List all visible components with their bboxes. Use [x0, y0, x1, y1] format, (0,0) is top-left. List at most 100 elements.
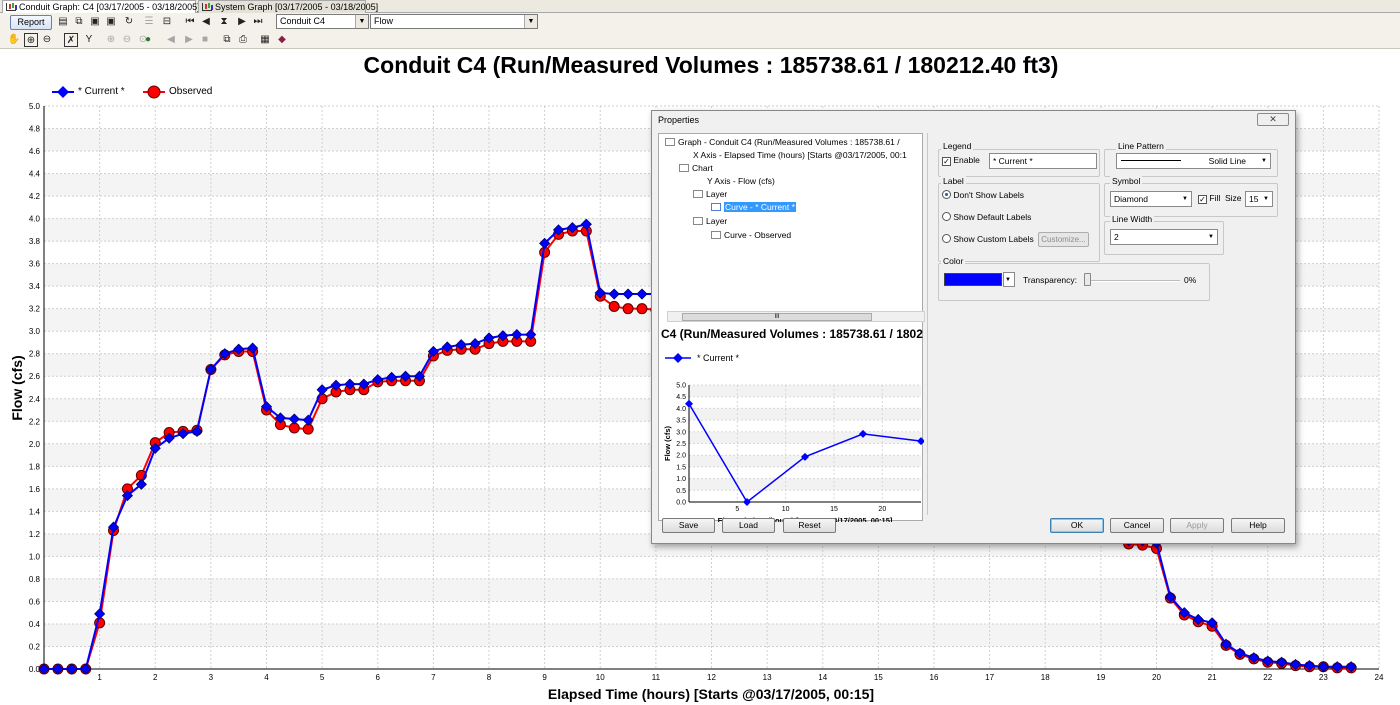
preview-legend-label: * Current * — [697, 353, 740, 363]
save-icon[interactable]: ▣ — [90, 16, 100, 27]
zoom-in-dim-icon[interactable]: ⊕ — [106, 34, 116, 45]
current-point — [1276, 656, 1288, 668]
x-tick-label: 9 — [542, 673, 547, 682]
tree-item-graph[interactable]: Graph - Conduit C4 (Run/Measured Volumes… — [665, 137, 900, 148]
globe-icon[interactable]: ● — [144, 34, 152, 45]
preview-point — [685, 399, 693, 408]
tree-scrollbar[interactable]: III — [667, 311, 925, 322]
current-point — [94, 608, 106, 620]
cancel-button[interactable]: Cancel — [1110, 518, 1164, 533]
back-icon[interactable]: ◀ — [167, 34, 175, 45]
symbol-select[interactable]: Diamond ▼ — [1110, 191, 1192, 207]
forward-icon[interactable]: ▶ — [185, 34, 193, 45]
refresh-icon[interactable]: ↻ — [124, 16, 134, 27]
scale-icon[interactable]: ✗ — [64, 33, 78, 47]
current-point — [622, 288, 634, 300]
tab-label: Conduit Graph: C4 [03/17/2005 - 03/18/20… — [19, 2, 200, 12]
layout-icon[interactable]: ▤ — [58, 16, 68, 27]
tab-conduit-graph[interactable]: Conduit Graph: C4 [03/17/2005 - 03/18/20… — [2, 0, 200, 13]
current-point — [594, 287, 606, 299]
reset-button[interactable]: Reset — [783, 518, 836, 533]
radio-dont-show-labels[interactable]: Don't Show Labels — [942, 190, 1024, 200]
table-icon[interactable]: ☰ — [144, 16, 154, 27]
close-icon: ✕ — [1269, 114, 1277, 124]
fill-checkbox[interactable]: ✓ Fill — [1198, 193, 1221, 204]
y-tick-label: 3.8 — [29, 237, 41, 246]
copy-chart-icon[interactable]: ⧉ — [75, 16, 83, 27]
transparency-slider-thumb[interactable] — [1084, 273, 1091, 286]
radio-show-default-labels[interactable]: Show Default Labels — [942, 212, 1031, 222]
hourglass-icon[interactable]: ⧗ — [220, 16, 228, 27]
customize-button[interactable]: Customize... — [1038, 232, 1089, 247]
preview-y-tick-label: 1.5 — [676, 464, 686, 471]
axis-icon[interactable]: Y — [85, 34, 93, 45]
current-point — [219, 348, 231, 360]
size-select[interactable]: 15 ▼ — [1245, 191, 1273, 207]
line-pattern-select[interactable]: Solid Line ▼ — [1116, 153, 1271, 169]
chart-title: Conduit C4 (Run/Measured Volumes : 18573… — [363, 52, 1059, 78]
help-button[interactable]: Help — [1231, 518, 1285, 533]
tree-item-y-axis[interactable]: Y Axis - Flow (cfs) — [707, 176, 775, 186]
symbol-group — [1104, 183, 1278, 217]
report-button[interactable]: Report — [10, 15, 52, 30]
copy-icon[interactable]: ⧉ — [223, 34, 231, 45]
prev-icon[interactable]: ◀ — [202, 16, 210, 27]
close-button[interactable]: ✕ — [1257, 113, 1289, 126]
current-point — [163, 432, 175, 444]
current-point — [358, 378, 370, 390]
tree-item-layer[interactable]: Layer — [693, 216, 727, 227]
color-dropdown[interactable]: ▼ — [1003, 272, 1015, 287]
last-icon[interactable]: ⏭ — [253, 16, 263, 27]
zoom-out-dim-icon[interactable]: ⊖ — [122, 34, 132, 45]
properties-panel: Legend ✓ Enable * Current * Label Don't … — [927, 133, 1289, 515]
transparency-slider-track — [1084, 280, 1180, 282]
dialog-title: Properties — [658, 115, 700, 125]
variable-select[interactable]: Flow ▼ — [370, 14, 538, 29]
ok-button[interactable]: OK — [1050, 518, 1104, 533]
tree-item-curve-current[interactable]: Curve - * Current * — [711, 202, 796, 213]
tree-item-chart[interactable]: Chart — [679, 163, 713, 174]
radio-icon — [942, 234, 951, 243]
next-icon[interactable]: ▶ — [238, 16, 246, 27]
color-swatch[interactable] — [944, 273, 1002, 286]
current-point — [233, 343, 245, 355]
current-point — [566, 222, 579, 234]
zoom-in-icon[interactable]: ⊕ — [24, 33, 38, 47]
zoom-extents-icon[interactable]: ⊙ — [138, 34, 148, 45]
tree-item-layer[interactable]: Layer — [693, 189, 727, 200]
pan-icon[interactable]: ✋ — [7, 34, 21, 45]
graph-icon — [6, 3, 16, 11]
x-tick-label: 14 — [818, 673, 827, 682]
scrollbar-thumb[interactable]: III — [682, 313, 872, 321]
current-point — [302, 414, 314, 426]
y-tick-label: 3.0 — [29, 327, 41, 336]
x-axis-title: Elapsed Time (hours) [Starts @03/17/2005… — [547, 686, 875, 702]
tree-item-x-axis[interactable]: X Axis - Elapsed Time (hours) [Starts @0… — [693, 150, 907, 160]
apply-button[interactable]: Apply — [1170, 518, 1224, 533]
properties-dialog: Properties ✕ Graph - Conduit C4 (Run/Mea… — [651, 110, 1296, 544]
enable-legend-checkbox[interactable]: ✓ Enable — [942, 155, 980, 166]
chevron-down-icon: ▼ — [355, 15, 368, 28]
preview-chart: * Current * 0.0 0.5 1.0 1.5 2.0 2.5 3.0 3.5 4.0 4.… — [663, 353, 924, 522]
y-tick-label: 1.2 — [29, 530, 41, 539]
save-button[interactable]: Save — [662, 518, 715, 533]
print-icon[interactable]: ⎙ — [239, 34, 247, 45]
properties-icon[interactable]: ▦ — [260, 34, 270, 45]
current-point — [107, 521, 120, 533]
export-icon[interactable]: ◆ — [278, 34, 286, 45]
compare-icon[interactable]: ⊟ — [162, 16, 172, 27]
load-button[interactable]: Load — [722, 518, 775, 533]
line-width-select[interactable]: 2 ▼ — [1110, 229, 1218, 245]
tree-item-curve-observed[interactable]: Curve - Observed — [711, 230, 791, 241]
line-width-group — [1104, 221, 1224, 255]
tab-system-graph[interactable]: System Graph [03/17/2005 - 03/18/2005] — [198, 0, 378, 13]
chevron-down-icon: ▼ — [1208, 234, 1214, 240]
zoom-out-icon[interactable]: ⊖ — [42, 34, 52, 45]
radio-show-custom-labels[interactable]: Show Custom Labels — [942, 234, 1034, 244]
object-select[interactable]: Conduit C4 ▼ — [276, 14, 369, 29]
first-icon[interactable]: ⏮ — [185, 16, 195, 27]
save-as-icon[interactable]: ▣ — [106, 16, 116, 27]
preview-x-tick-label: 15 — [830, 506, 838, 513]
stop-icon[interactable]: ■ — [201, 34, 209, 45]
legend-text-field[interactable]: * Current * — [989, 153, 1097, 169]
